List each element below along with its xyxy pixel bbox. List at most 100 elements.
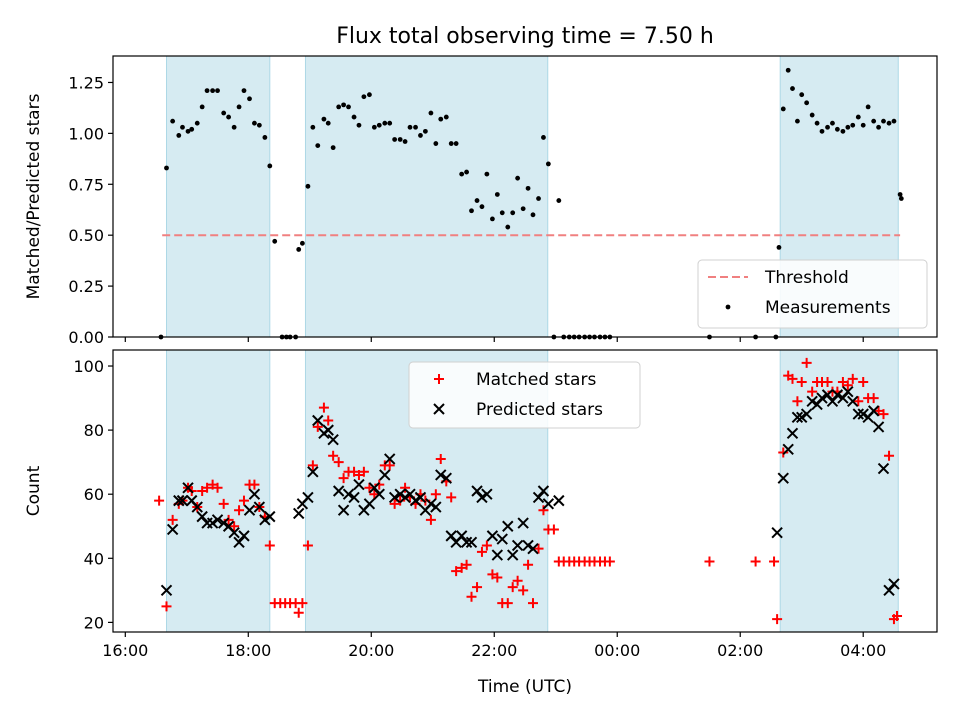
predicted-point (837, 392, 849, 404)
matched-point (538, 505, 549, 516)
predicted-point (460, 536, 473, 548)
matched-point (223, 514, 234, 525)
legend-matched-label: Matched stars (476, 370, 596, 390)
measurement-point (525, 185, 531, 191)
predicted-point (191, 501, 203, 513)
predicted-point (394, 488, 406, 500)
predicted-point (379, 469, 391, 481)
matched-point (512, 575, 523, 586)
matched-point (822, 377, 833, 388)
predicted-point (373, 488, 385, 500)
matched-point (202, 482, 213, 493)
matched-point (229, 521, 240, 532)
measurement-point (361, 94, 367, 100)
matched-point (389, 498, 400, 509)
measurement-point (776, 245, 782, 250)
measurement-point (785, 67, 791, 73)
shaded-interval (165, 55, 271, 338)
plot-frame (112, 55, 938, 338)
predicted-point (553, 494, 565, 507)
predicted-point (312, 414, 324, 427)
measurement-point (299, 240, 305, 246)
x-tick-label: 20:00 (348, 641, 394, 660)
measurement-point (170, 118, 176, 124)
predicted-point (337, 504, 350, 516)
measurement-point (876, 124, 881, 130)
matched-point (769, 556, 780, 567)
measurement-point (262, 135, 268, 140)
predicted-point (771, 526, 783, 539)
legend-predicted-swatch (433, 403, 445, 415)
predicted-point (867, 405, 880, 417)
matched-point (548, 524, 559, 535)
measurement-point (871, 118, 877, 124)
matched-point (518, 585, 529, 596)
predicted-point (211, 514, 224, 526)
measurement-point (790, 86, 795, 91)
predicted-point (883, 584, 895, 597)
legend-box (408, 361, 641, 429)
measurement-point (199, 104, 205, 110)
matched-point (161, 601, 172, 612)
predicted-point (486, 530, 499, 542)
predicted-point (430, 501, 442, 513)
matched-point (212, 482, 223, 493)
measurement-point (164, 165, 169, 171)
predicted-point (527, 542, 539, 555)
predicted-point (348, 491, 360, 504)
y-tick-label: 60 (84, 485, 104, 504)
measurement-point (499, 210, 505, 216)
predicted-point (327, 434, 339, 446)
matched-point (430, 489, 441, 500)
x-tick-label: 00:00 (594, 641, 640, 660)
matched-point (384, 460, 395, 471)
predicted-point (435, 469, 447, 481)
predicted-point (831, 389, 844, 401)
matched-point (323, 415, 334, 426)
predicted-point (476, 491, 488, 504)
predicted-point (542, 498, 555, 510)
predicted-point (537, 485, 550, 497)
measurement-point (464, 169, 469, 175)
measurement-point (315, 143, 321, 148)
matched-point (476, 546, 487, 557)
matched-point (842, 380, 853, 391)
x-axis-label: Time (UTC) (477, 677, 572, 697)
matched-point (868, 393, 879, 404)
x-tick-label: 18:00 (225, 641, 271, 660)
predicted-point (363, 498, 376, 510)
matched-point (364, 482, 375, 493)
measurement-point (505, 224, 511, 230)
predicted-point (455, 530, 468, 542)
matched-point (847, 373, 858, 384)
matched-point (481, 540, 492, 551)
y-tick-label: 40 (84, 549, 104, 568)
x-tick-label: 04:00 (840, 641, 886, 660)
matched-point (878, 409, 889, 420)
measurement-point (376, 122, 382, 128)
legend-measurements-label: Measurements (765, 298, 891, 318)
predicted-point (292, 507, 305, 520)
matched-point (312, 421, 323, 432)
measurement-point (545, 161, 551, 167)
predicted-point (233, 536, 245, 548)
matched-point (264, 540, 275, 551)
matched-point (807, 386, 818, 397)
matched-point (892, 610, 903, 621)
predicted-point (399, 491, 411, 504)
matched-point (533, 543, 544, 554)
matched-point (238, 495, 249, 506)
matched-point (293, 607, 304, 618)
x-tick-label: 02:00 (717, 641, 763, 660)
predicted-point (811, 398, 823, 411)
predicted-point (796, 411, 808, 424)
predicted-point (517, 517, 529, 529)
measurement-point (296, 247, 302, 252)
measurement-point (520, 206, 526, 212)
measurement-point (382, 120, 388, 126)
predicted-point (481, 488, 493, 500)
predicted-point (217, 517, 230, 529)
measurement-point (819, 128, 825, 134)
legend-threshold-label: Threshold (764, 268, 849, 288)
y-tick-label: 0.25 (68, 277, 104, 296)
